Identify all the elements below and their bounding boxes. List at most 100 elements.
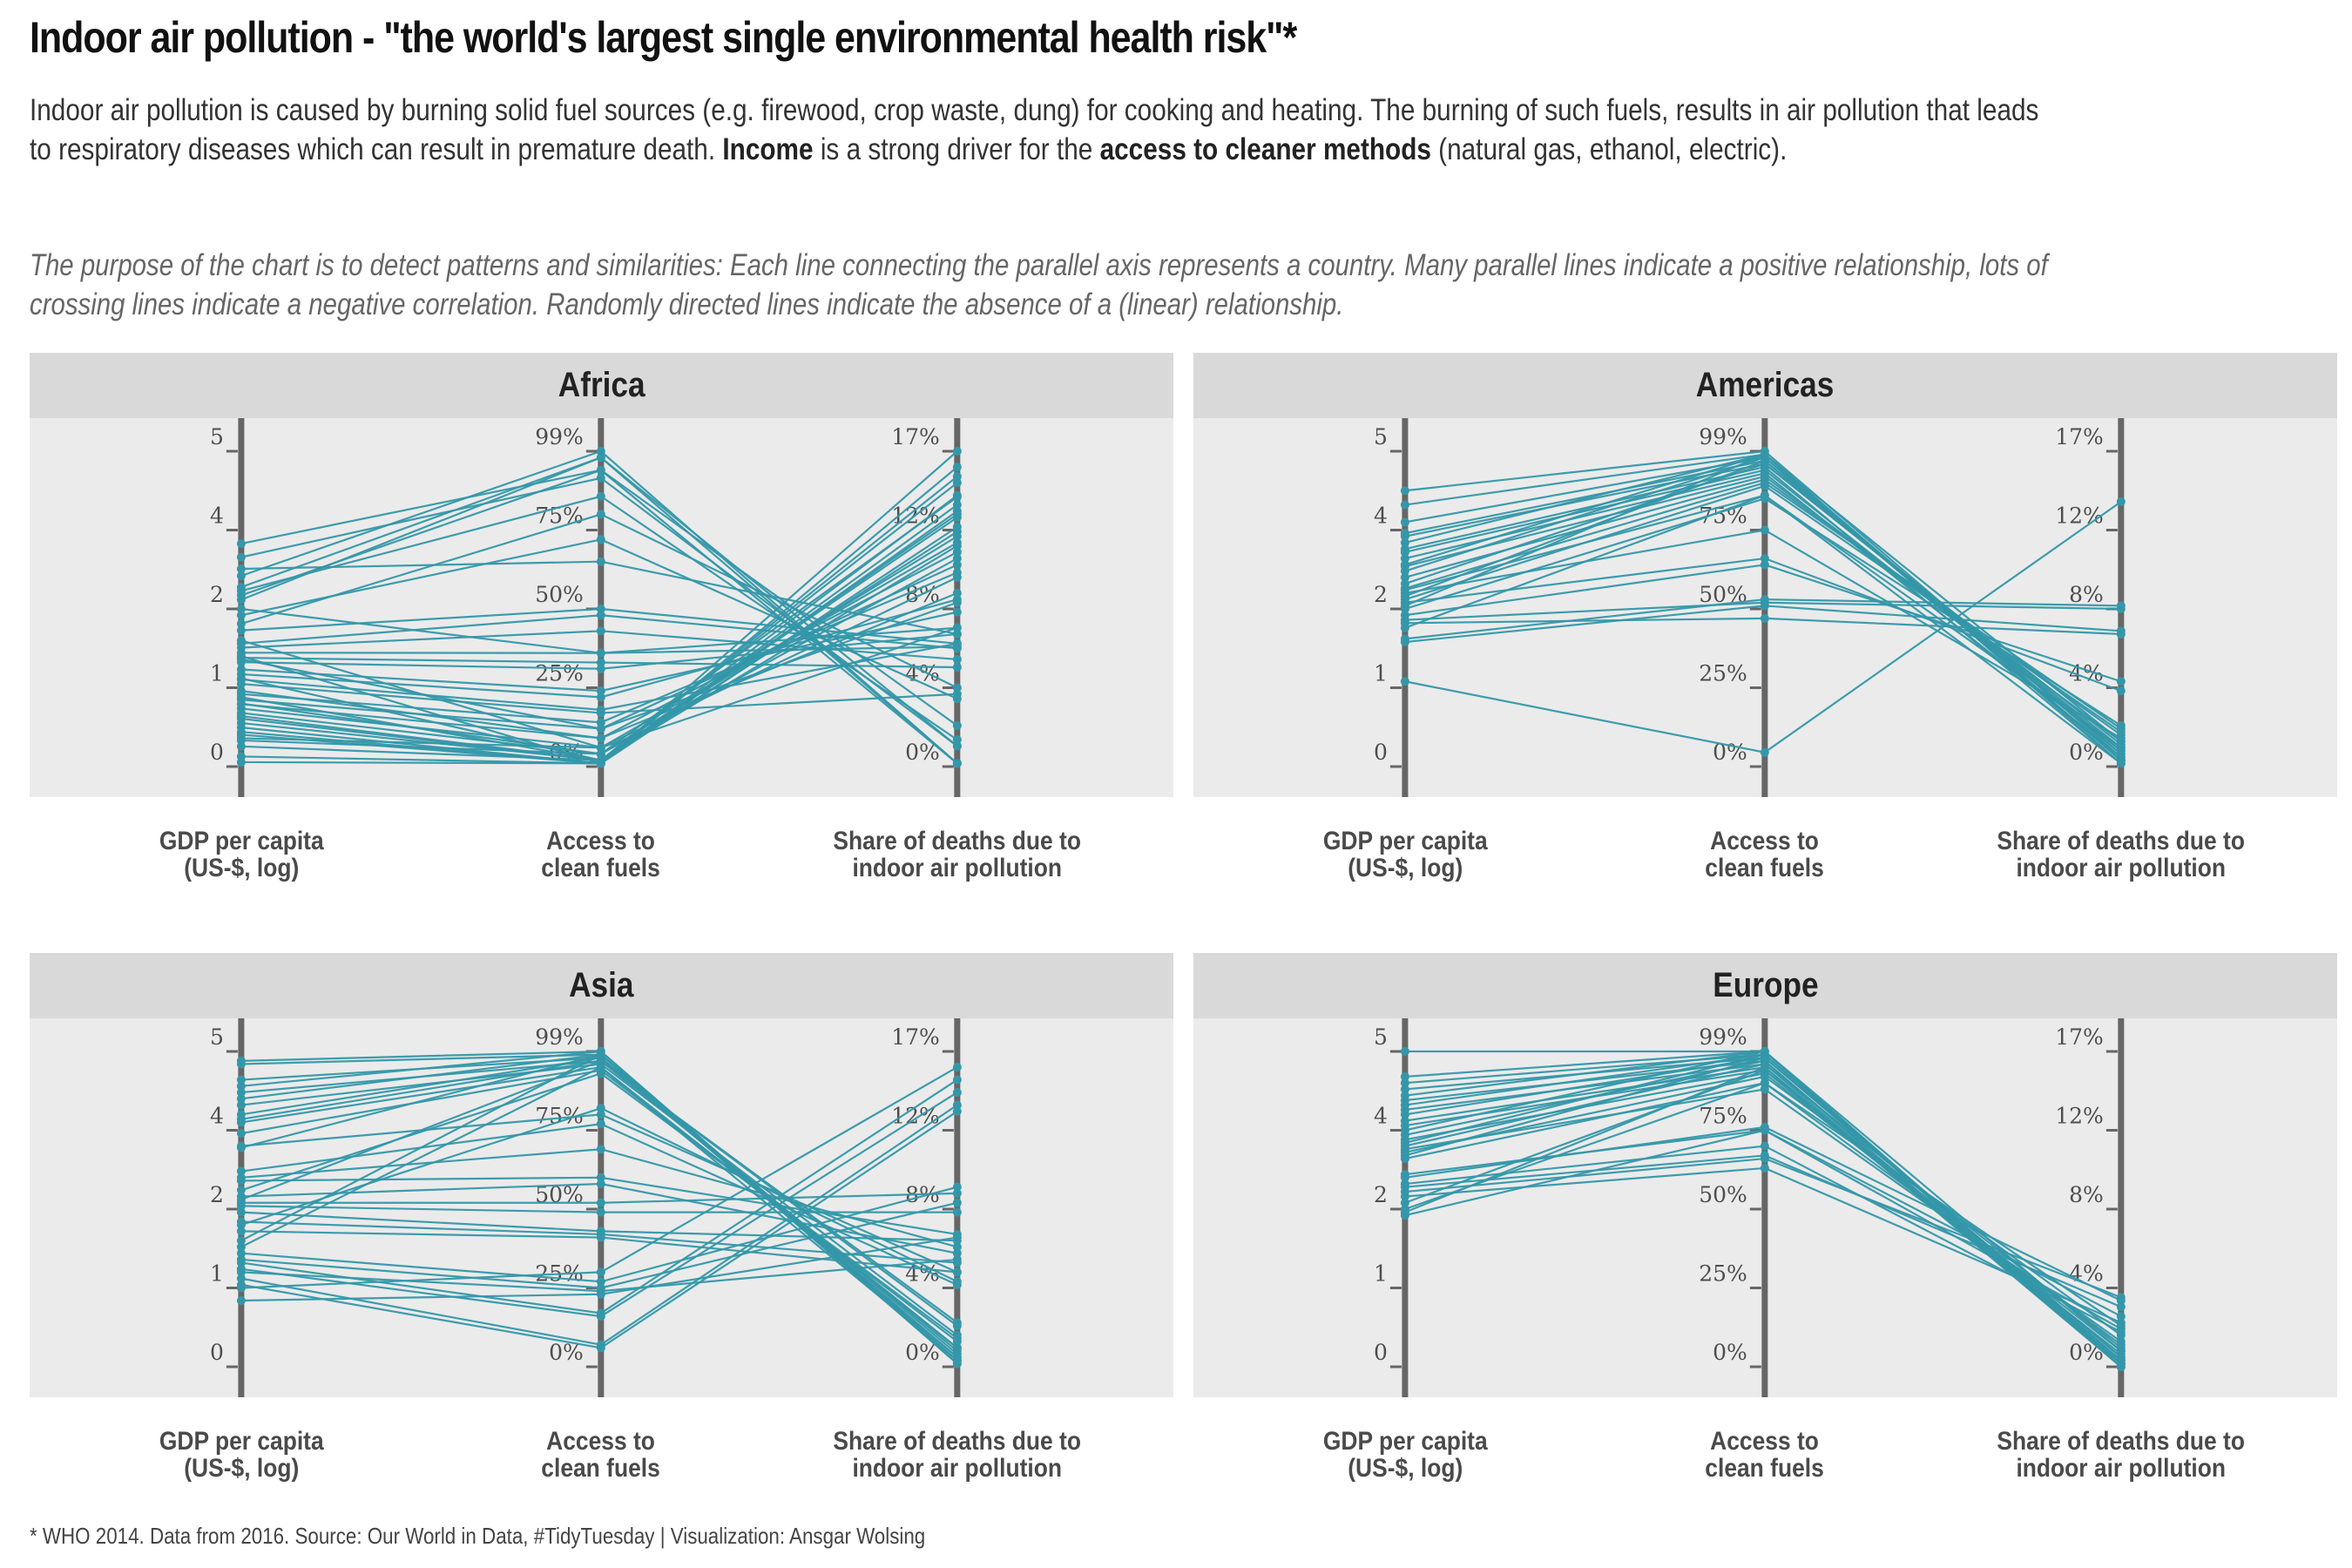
country-point bbox=[1760, 595, 1769, 605]
axis-title-access: Access to clean fuels bbox=[444, 1428, 758, 1482]
country-point bbox=[1760, 481, 1769, 490]
country-point bbox=[1760, 490, 1769, 500]
country-point bbox=[952, 560, 962, 570]
tick-label: 4 bbox=[210, 1104, 224, 1129]
country-point bbox=[596, 465, 605, 475]
axis-title-deaths: Share of deaths due to indoor air pollut… bbox=[1964, 828, 2278, 882]
facet-title: Americas bbox=[1696, 366, 1835, 404]
tick-label: 1 bbox=[1374, 661, 1388, 686]
country-point bbox=[952, 1188, 962, 1198]
axis-title-deaths: Share of deaths due to indoor air pollut… bbox=[801, 828, 1114, 882]
country-point bbox=[952, 598, 962, 607]
country-point bbox=[236, 1283, 246, 1293]
tick-label: 5 bbox=[210, 1024, 224, 1050]
country-point bbox=[1400, 554, 1409, 564]
subtitle-text: is a strong driver for the bbox=[813, 132, 1100, 166]
country-point bbox=[596, 755, 605, 765]
country-point bbox=[596, 1145, 605, 1154]
country-point bbox=[236, 1100, 246, 1110]
country-point bbox=[1760, 456, 1769, 465]
country-point bbox=[952, 689, 962, 699]
tick-label: 25% bbox=[1699, 1261, 1747, 1287]
country-point bbox=[952, 1207, 962, 1217]
country-point bbox=[1400, 572, 1409, 582]
country-point bbox=[236, 1059, 246, 1069]
country-point bbox=[596, 1050, 605, 1059]
country-point bbox=[1760, 1063, 1769, 1072]
country-point bbox=[952, 554, 962, 564]
country-point bbox=[1760, 1141, 1769, 1151]
country-point bbox=[1400, 1047, 1409, 1056]
axis-title-text: Access to clean fuels bbox=[1705, 1427, 1825, 1483]
country-point bbox=[596, 1207, 605, 1217]
country-point bbox=[952, 1063, 962, 1072]
country-point bbox=[596, 1343, 605, 1353]
tick-label: 5 bbox=[210, 424, 224, 449]
country-point bbox=[952, 623, 962, 632]
axis-title-gdp: GDP per capita (US-$, log) bbox=[1248, 828, 1562, 882]
country-point bbox=[596, 749, 605, 759]
country-point bbox=[236, 1207, 246, 1217]
country-point bbox=[236, 699, 246, 708]
country-point bbox=[596, 510, 605, 519]
tick-label: 8% bbox=[2069, 582, 2104, 607]
tick-label: 4 bbox=[1374, 504, 1388, 529]
country-point bbox=[952, 629, 962, 639]
country-point bbox=[236, 673, 246, 683]
country-point bbox=[1760, 1163, 1769, 1173]
country-point bbox=[2116, 686, 2126, 696]
tick-label: 1 bbox=[210, 661, 224, 686]
tick-label: 99% bbox=[1699, 424, 1747, 449]
country-point bbox=[596, 1312, 605, 1321]
country-point bbox=[952, 478, 962, 488]
country-point bbox=[952, 642, 962, 652]
chart-note: The purpose of the chart is to detect pa… bbox=[30, 248, 2048, 321]
country-point bbox=[236, 1088, 246, 1098]
country-point bbox=[596, 658, 605, 667]
country-point bbox=[596, 724, 605, 733]
country-point bbox=[952, 1233, 962, 1242]
country-point bbox=[596, 491, 605, 501]
country-point bbox=[952, 463, 962, 472]
country-point bbox=[952, 759, 962, 768]
country-point bbox=[1400, 500, 1409, 510]
country-point bbox=[1400, 605, 1409, 613]
country-point bbox=[952, 572, 962, 582]
country-point bbox=[952, 547, 962, 557]
country-point bbox=[1400, 1198, 1409, 1207]
axis-title-text: GDP per capita (US-$, log) bbox=[1322, 827, 1488, 882]
country-point bbox=[1400, 1192, 1409, 1201]
country-point bbox=[2116, 737, 2126, 747]
country-point bbox=[236, 733, 246, 743]
tick-label: 99% bbox=[535, 1024, 584, 1050]
tick-label: 4 bbox=[1374, 1104, 1388, 1129]
country-point bbox=[952, 471, 962, 481]
country-point bbox=[952, 741, 962, 751]
tick-label: 0 bbox=[1374, 740, 1388, 765]
country-point bbox=[236, 1081, 246, 1091]
country-point bbox=[2116, 1346, 2126, 1355]
country-point bbox=[1760, 1154, 1769, 1164]
facet-strip: Asia bbox=[30, 953, 1173, 1018]
tick-label: 50% bbox=[535, 582, 584, 607]
country-point bbox=[596, 1173, 605, 1182]
facet-title: Africa bbox=[558, 366, 645, 404]
axis-title-gdp: GDP per capita (US-$, log) bbox=[84, 1428, 398, 1482]
country-point bbox=[2116, 1324, 2126, 1334]
facet-strip: Africa bbox=[30, 353, 1173, 418]
country-point bbox=[236, 611, 246, 620]
axis-title-text: Access to clean fuels bbox=[1705, 827, 1825, 882]
country-point bbox=[1400, 1110, 1409, 1119]
country-point bbox=[952, 1100, 962, 1110]
country-point bbox=[596, 1104, 605, 1113]
tick-label: 17% bbox=[2055, 424, 2104, 449]
country-point bbox=[596, 1198, 605, 1207]
country-point bbox=[596, 1119, 605, 1129]
country-point bbox=[952, 1182, 962, 1192]
tick-label: 1 bbox=[210, 1261, 224, 1287]
tick-label: 1 bbox=[1374, 1261, 1388, 1287]
axis-title-text: GDP per capita (US-$, log) bbox=[1322, 1427, 1488, 1483]
country-point bbox=[952, 588, 962, 598]
